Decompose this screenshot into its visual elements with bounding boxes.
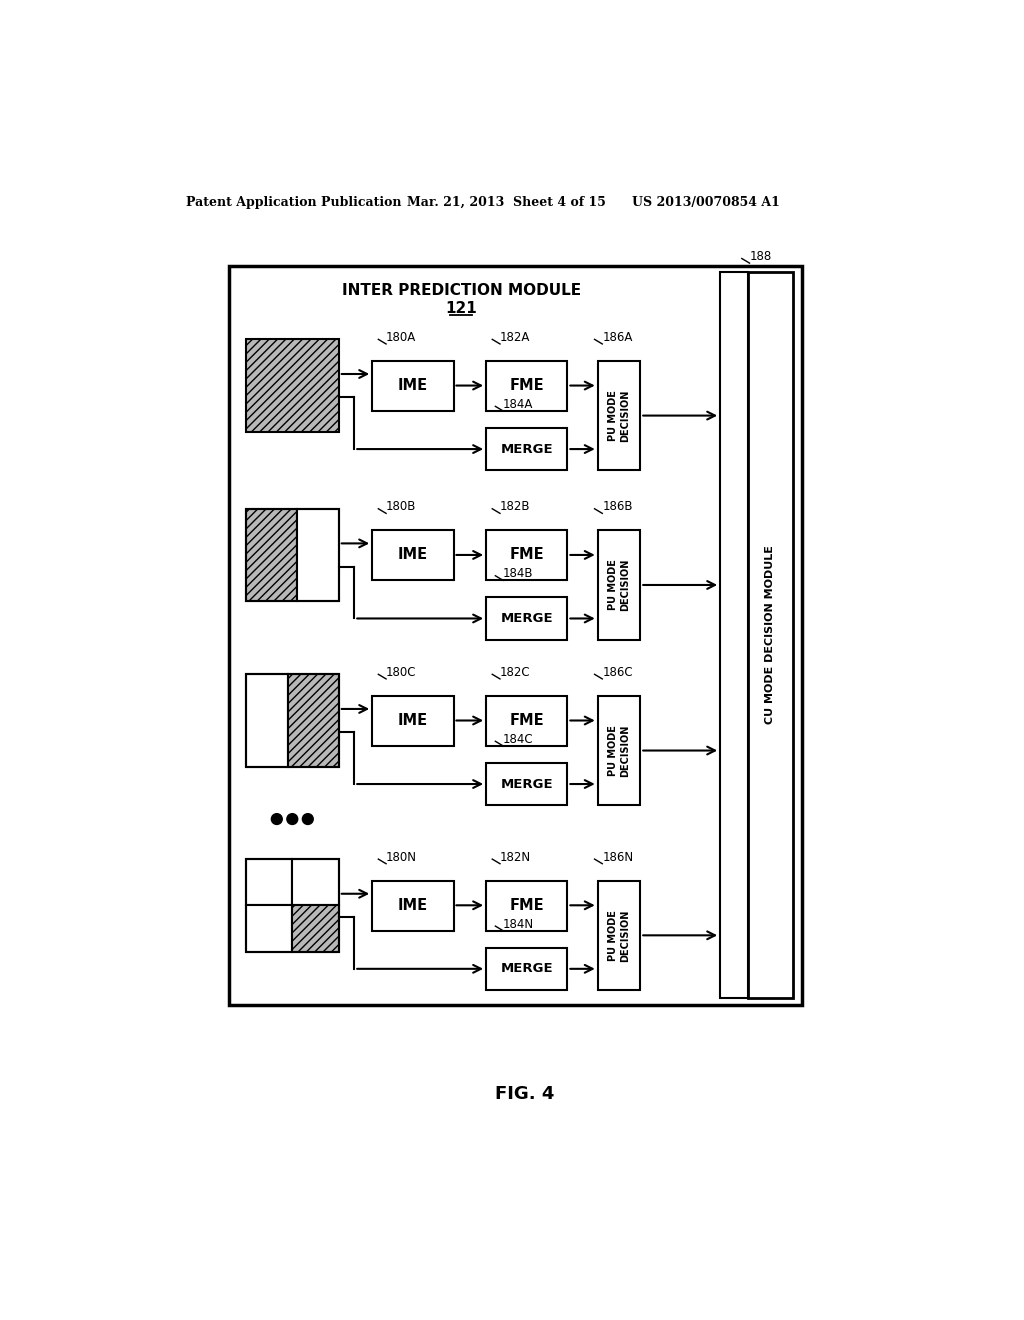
Text: 186B: 186B bbox=[602, 500, 633, 513]
Text: FME: FME bbox=[509, 548, 544, 562]
Text: Mar. 21, 2013  Sheet 4 of 15: Mar. 21, 2013 Sheet 4 of 15 bbox=[407, 195, 606, 209]
Bar bbox=[228, 267, 802, 1006]
Text: 182N: 182N bbox=[500, 850, 531, 863]
Text: 188: 188 bbox=[750, 249, 772, 263]
Bar bbox=[486, 880, 567, 931]
Bar bbox=[288, 675, 339, 767]
Text: MERGE: MERGE bbox=[501, 777, 553, 791]
Bar bbox=[486, 597, 567, 640]
Text: FME: FME bbox=[509, 378, 544, 393]
Text: US 2013/0070854 A1: US 2013/0070854 A1 bbox=[632, 195, 779, 209]
Bar bbox=[292, 859, 339, 906]
Text: Patent Application Publication: Patent Application Publication bbox=[186, 195, 401, 209]
Text: CU MODE DECISION MODULE: CU MODE DECISION MODULE bbox=[766, 545, 775, 725]
Text: 180A: 180A bbox=[386, 331, 417, 345]
Bar bbox=[486, 531, 567, 581]
Bar bbox=[246, 508, 339, 601]
Text: 186A: 186A bbox=[602, 331, 633, 345]
Text: PU MODE
DECISION: PU MODE DECISION bbox=[608, 909, 630, 961]
Bar bbox=[372, 360, 454, 411]
Bar bbox=[246, 675, 288, 767]
Bar bbox=[486, 428, 567, 470]
Text: 180B: 180B bbox=[386, 500, 417, 513]
Bar bbox=[372, 696, 454, 746]
Text: MERGE: MERGE bbox=[501, 442, 553, 455]
Bar bbox=[486, 763, 567, 805]
Text: IME: IME bbox=[397, 898, 428, 913]
Text: 182A: 182A bbox=[500, 331, 530, 345]
Bar bbox=[486, 360, 567, 411]
Bar bbox=[246, 859, 339, 952]
Text: IME: IME bbox=[397, 378, 428, 393]
Text: FME: FME bbox=[509, 713, 544, 729]
Text: 186C: 186C bbox=[602, 665, 633, 678]
Text: 184N: 184N bbox=[503, 917, 535, 931]
Text: INTER PREDICTION MODULE: INTER PREDICTION MODULE bbox=[342, 284, 581, 298]
Bar bbox=[486, 948, 567, 990]
Text: MERGE: MERGE bbox=[501, 962, 553, 975]
Circle shape bbox=[287, 813, 298, 825]
Text: FME: FME bbox=[509, 898, 544, 913]
Bar bbox=[292, 906, 339, 952]
Text: PU MODE
DECISION: PU MODE DECISION bbox=[608, 558, 630, 611]
Bar bbox=[486, 696, 567, 746]
Text: 180C: 180C bbox=[386, 665, 417, 678]
Bar bbox=[246, 859, 292, 906]
Bar bbox=[246, 508, 297, 601]
Bar bbox=[720, 272, 748, 998]
Bar bbox=[372, 531, 454, 581]
Bar bbox=[748, 272, 793, 998]
Bar bbox=[297, 508, 339, 601]
Bar bbox=[598, 880, 640, 990]
Text: 184A: 184A bbox=[503, 397, 534, 411]
Text: 121: 121 bbox=[445, 301, 477, 315]
Bar bbox=[246, 339, 339, 432]
Bar bbox=[372, 880, 454, 931]
Text: 180N: 180N bbox=[386, 850, 417, 863]
Bar bbox=[598, 696, 640, 805]
Circle shape bbox=[271, 813, 283, 825]
Text: MERGE: MERGE bbox=[501, 612, 553, 624]
Text: PU MODE
DECISION: PU MODE DECISION bbox=[608, 725, 630, 776]
Text: 184B: 184B bbox=[503, 568, 534, 581]
Text: 182C: 182C bbox=[500, 665, 530, 678]
Text: 186N: 186N bbox=[602, 850, 634, 863]
Text: IME: IME bbox=[397, 548, 428, 562]
Bar bbox=[246, 906, 292, 952]
Text: FIG. 4: FIG. 4 bbox=[496, 1085, 554, 1104]
Text: PU MODE
DECISION: PU MODE DECISION bbox=[608, 389, 630, 442]
Circle shape bbox=[302, 813, 313, 825]
Text: IME: IME bbox=[397, 713, 428, 729]
Text: 184C: 184C bbox=[503, 733, 534, 746]
Text: 182B: 182B bbox=[500, 500, 530, 513]
Bar bbox=[246, 675, 339, 767]
Bar bbox=[598, 360, 640, 470]
Bar bbox=[598, 531, 640, 640]
